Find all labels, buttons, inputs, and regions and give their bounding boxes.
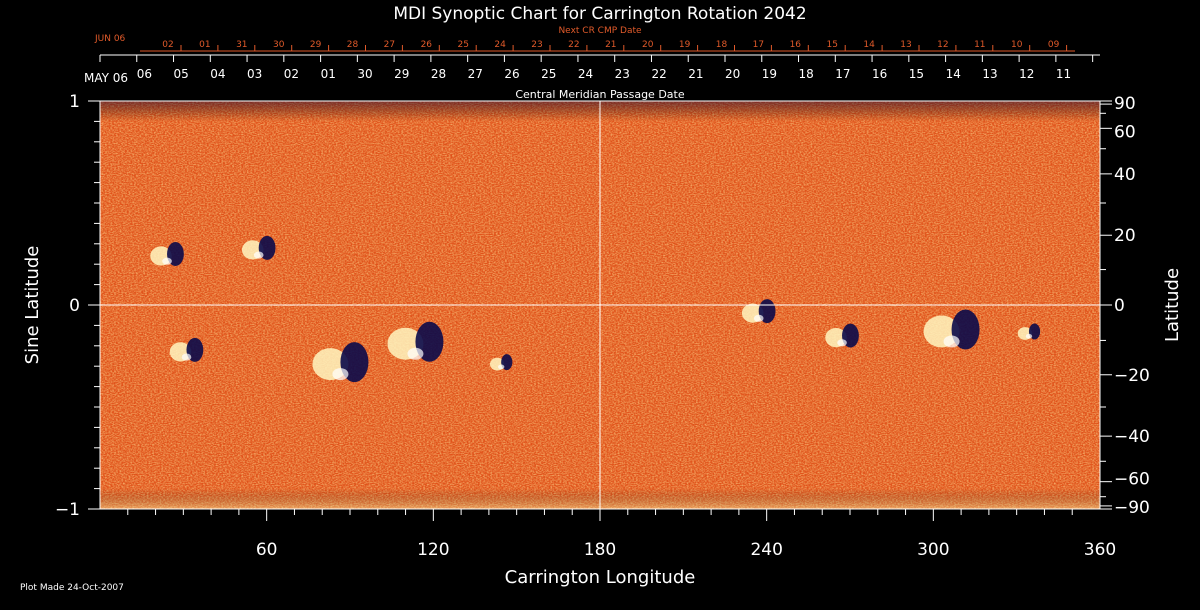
top-date-label: 15 — [909, 67, 924, 81]
top-date-label: 16 — [872, 67, 887, 81]
top-axis-label: Central Meridian Passage Date — [515, 88, 684, 101]
top-date-label: 25 — [541, 67, 556, 81]
chart-title: MDI Synoptic Chart for Carrington Rotati… — [393, 4, 806, 24]
y-right-tick-label: −60 — [1114, 470, 1150, 490]
y-right-tick-label: −90 — [1114, 498, 1150, 518]
active-region — [923, 309, 980, 350]
next-cr-date-label: 18 — [716, 40, 728, 50]
x-tick-label: 360 — [1084, 540, 1116, 560]
magnetogram-map — [99, 100, 1101, 510]
top-date-label: 17 — [835, 67, 850, 81]
active-regions — [150, 235, 1041, 383]
top-date-label: 05 — [174, 67, 189, 81]
next-cr-date-label: 02 — [162, 40, 173, 50]
top-date-label: 11 — [1056, 67, 1071, 81]
y-axis-left: 1 0 −1 — [55, 92, 100, 520]
top-date-axis: 06 05 04 03 02 01 30 29 28 27 26 25 24 23 22 21 20 19 18 17… — [99, 55, 1094, 81]
x-tick-label: 60 — [256, 540, 278, 560]
y-right-tick-label: 0 — [1114, 296, 1125, 316]
top-date-label: 24 — [578, 67, 593, 81]
top-date-label: 20 — [725, 67, 740, 81]
next-cr-date-label: 30 — [273, 40, 285, 50]
top-date-label: 14 — [946, 67, 961, 81]
next-cr-date-label: 09 — [1048, 40, 1060, 50]
top-date-label: 12 — [1019, 67, 1034, 81]
y-right-tick-label: 40 — [1114, 165, 1136, 185]
top-date-label: 22 — [651, 67, 666, 81]
next-cr-date-label: 25 — [457, 40, 468, 50]
y-right-tick-label: −40 — [1114, 427, 1150, 447]
next-cr-date-label: 21 — [605, 40, 616, 50]
next-cr-date-label: 01 — [199, 40, 210, 50]
y-axis-left-label: Sine Latitude — [22, 246, 43, 365]
next-cr-date-label: 12 — [937, 40, 948, 50]
active-region — [150, 242, 184, 266]
top-date-label: 18 — [799, 67, 814, 81]
next-cr-date-label: 29 — [310, 40, 322, 50]
top-date-label: 19 — [762, 67, 777, 81]
next-cr-date-label: 22 — [568, 40, 579, 50]
x-axis-label: Carrington Longitude — [505, 567, 696, 588]
x-tick-label: 240 — [750, 540, 782, 560]
top-date-label: 21 — [688, 67, 703, 81]
next-cr-date-label: 10 — [1011, 40, 1023, 50]
next-cr-date-label: 14 — [863, 40, 875, 50]
y-right-tick-label: −20 — [1114, 366, 1150, 386]
y-axis-right: 90 60 40 20 0 −20 −40 −60 −90 — [1100, 94, 1150, 518]
x-axis: 60 120 180 240 300 360 — [127, 509, 1116, 560]
y-right-tick-label: 20 — [1114, 226, 1136, 246]
x-tick-label: 180 — [584, 540, 616, 560]
top-date-label: 06 — [137, 67, 152, 81]
x-tick-label: 300 — [917, 540, 949, 560]
y-left-tick-label: −1 — [55, 500, 80, 520]
next-cr-date-label: 24 — [494, 40, 506, 50]
next-cr-date-label: 27 — [384, 40, 395, 50]
next-cr-axis-label: Next CR CMP Date — [558, 26, 642, 36]
top-date-label: 04 — [210, 67, 225, 81]
active-region — [312, 342, 369, 383]
y-right-tick-label: 60 — [1114, 122, 1136, 142]
next-cr-date-label: 16 — [790, 40, 802, 50]
next-cr-date-label: 15 — [826, 40, 837, 50]
next-cr-date-label: 23 — [531, 40, 542, 50]
next-cr-date-label: 26 — [421, 40, 433, 50]
active-region — [1017, 323, 1041, 340]
top-date-label: 27 — [468, 67, 483, 81]
y-right-tick-label: 90 — [1114, 94, 1136, 114]
y-left-tick-label: 0 — [69, 296, 80, 316]
y-axis-right-label: Latitude — [1162, 268, 1183, 342]
next-cr-date-label: 31 — [236, 40, 247, 50]
top-date-label: 13 — [982, 67, 997, 81]
next-cr-date-label: 17 — [753, 40, 764, 50]
next-cr-date-label: 11 — [974, 40, 985, 50]
next-cr-start-label: JUN 06 — [94, 34, 126, 44]
next-cr-date-label: 20 — [642, 40, 654, 50]
top-date-label: 28 — [431, 67, 446, 81]
top-date-label: 03 — [247, 67, 262, 81]
x-tick-label: 120 — [417, 540, 449, 560]
top-date-label: 30 — [357, 67, 372, 81]
top-date-label: 26 — [504, 67, 519, 81]
active-region — [825, 323, 859, 348]
active-region — [489, 354, 513, 371]
y-left-tick-label: 1 — [69, 92, 80, 112]
plot-made-note: Plot Made 24-Oct-2007 — [20, 583, 124, 593]
top-date-label: 23 — [615, 67, 630, 81]
top-date-label: 02 — [284, 67, 299, 81]
top-date-label: 01 — [321, 67, 336, 81]
active-region — [387, 321, 444, 362]
active-region — [169, 337, 204, 362]
next-cr-date-label: 19 — [679, 40, 691, 50]
next-cr-axis: 02 01 31 30 29 28 27 26 25 24 23 22 21 20 19 18 17 16 15 14… — [140, 40, 1075, 52]
next-cr-date-label: 28 — [347, 40, 359, 50]
next-cr-date-label: 13 — [900, 40, 911, 50]
top-axis-start-label: MAY 06 — [84, 71, 128, 85]
active-region — [241, 235, 276, 260]
top-date-label: 29 — [394, 67, 409, 81]
